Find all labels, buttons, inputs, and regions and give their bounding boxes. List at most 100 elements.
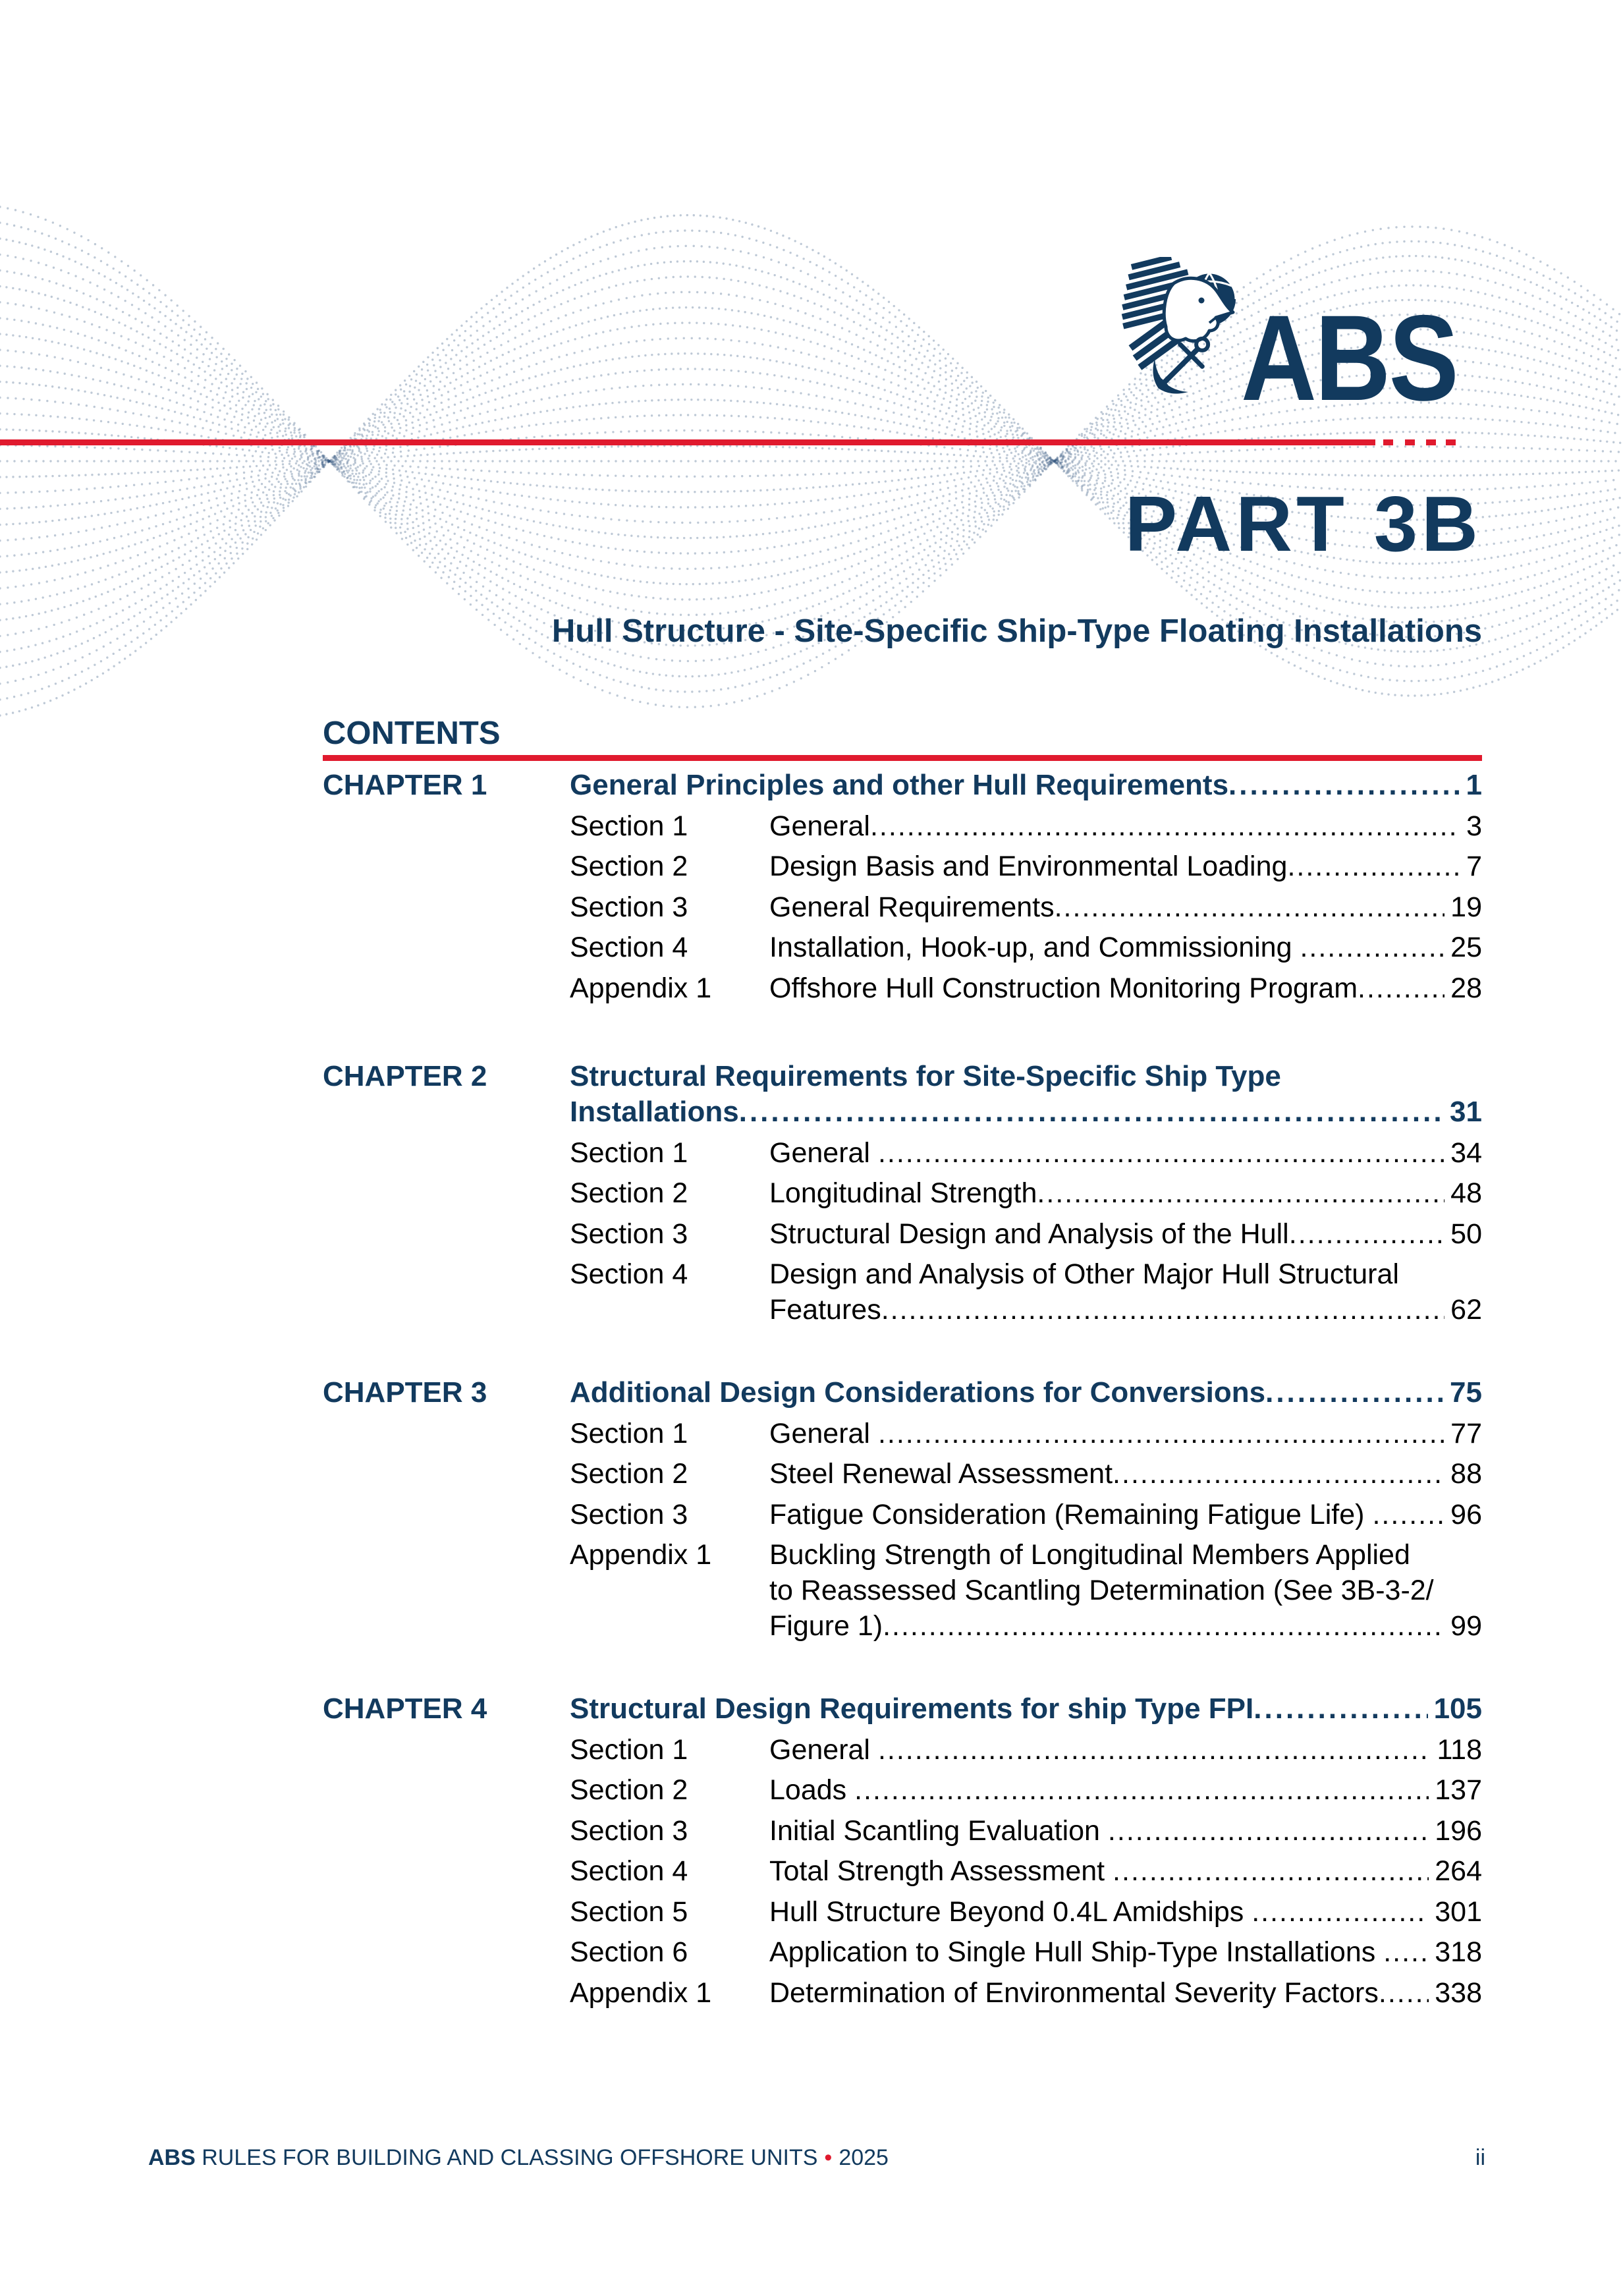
section-label: Section 1 [570, 1136, 688, 1169]
leader-dots: ........................................… [738, 1096, 1444, 1128]
section-title: Structural Design and Analysis of the Hu… [769, 1216, 1482, 1252]
toc-page-number: 137 [1435, 1774, 1482, 1806]
section-title: Loads ..................................… [769, 1772, 1482, 1808]
toc-entry-text: Total Strength Assessment [769, 1855, 1113, 1887]
section-title: Determination of Environmental Severity … [769, 1975, 1482, 2011]
section-label: Appendix 1 [570, 972, 712, 1004]
section-title: Hull Structure Beyond 0.4L Amidships ...… [769, 1894, 1482, 1930]
section-title: General.................................… [769, 808, 1482, 844]
section-label: Section 4 [570, 1258, 688, 1290]
section-title: General ................................… [769, 1135, 1482, 1171]
toc-entry-text: to Reassessed Scantling Determination (S… [769, 1575, 1434, 1606]
toc-entry-text: Loads [769, 1774, 855, 1806]
leader-dots: ........................................… [1288, 1218, 1445, 1250]
toc-entry-text: Fatigue Consideration (Remaining Fatigue… [769, 1498, 1373, 1530]
page-title: Hull Structure - Site-Specific Ship-Type… [551, 613, 1482, 649]
section-title: General ................................… [769, 1732, 1482, 1768]
toc-entry-text: Application to Single Hull Ship-Type Ins… [769, 1936, 1384, 1968]
leader-dots: ........................................… [877, 1733, 1431, 1766]
header-red-dash [1405, 439, 1415, 445]
leader-dots: ........................................… [1358, 972, 1444, 1004]
toc-entry-text: Structural Design and Analysis of the Hu… [769, 1218, 1289, 1250]
leader-dots: ........................................… [877, 1417, 1444, 1449]
section-title: Design Basis and Environmental Loading..… [769, 849, 1482, 884]
section-label: Section 2 [570, 1458, 688, 1490]
abs-wordmark: ABS [1241, 291, 1459, 426]
section-label: Section 4 [570, 932, 688, 963]
toc-entry-text: Design and Analysis of Other Major Hull … [769, 1258, 1399, 1290]
header-red-dash [1446, 439, 1456, 445]
toc-page-number: 264 [1435, 1855, 1482, 1887]
section-label: Appendix 1 [570, 1976, 712, 2009]
section-title: Longitudinal Strength...................… [769, 1175, 1482, 1211]
chapter-label: CHAPTER 2 [323, 1060, 487, 1092]
toc-page-number: 19 [1450, 891, 1482, 923]
section-label: Section 5 [570, 1895, 688, 1928]
leader-dots: ........................................… [1113, 1458, 1444, 1490]
footer-year: 2025 [839, 2145, 889, 2170]
toc-entry-text: General Requirements [769, 891, 1055, 923]
chapter-title: General Principles and other Hull Requir… [570, 768, 1482, 803]
section-title: Buckling Strength of Longitudinal Member… [769, 1537, 1482, 1644]
toc-entry-text: Hull Structure Beyond 0.4L Amidships [769, 1895, 1252, 1928]
toc-page-number: 118 [1437, 1733, 1482, 1766]
section-label: Section 3 [570, 1814, 688, 1847]
toc-page-number: 196 [1435, 1814, 1482, 1847]
toc-page-number: 25 [1450, 932, 1482, 963]
toc-page-number: 75 [1450, 1376, 1482, 1409]
toc-entry-text: Steel Renewal Assessment [769, 1458, 1113, 1490]
leader-dots: ........................................… [1372, 1498, 1444, 1530]
toc-entry-text: General [769, 1733, 878, 1766]
toc-entry-text: General [769, 1417, 878, 1449]
toc-entry-text: General [769, 1136, 878, 1169]
chapter-label: CHAPTER 3 [323, 1376, 487, 1409]
toc-entry-text: Initial Scantling Evaluation [769, 1814, 1108, 1847]
eagle-head [1162, 276, 1235, 343]
toc-page-number: 28 [1450, 972, 1482, 1004]
section-label: Section 1 [570, 810, 688, 842]
toc-page-number: 99 [1450, 1610, 1482, 1642]
section-title: Total Strength Assessment ..............… [769, 1853, 1482, 1889]
leader-dots: ........................................… [1252, 1895, 1429, 1928]
toc-entry-text: Buckling Strength of Longitudinal Member… [769, 1539, 1410, 1571]
leader-dots: ........................................… [1054, 891, 1445, 923]
section-title: Application to Single Hull Ship-Type Ins… [769, 1934, 1482, 1970]
section-label: Section 6 [570, 1936, 688, 1968]
toc-page-number: 31 [1450, 1096, 1482, 1128]
section-label: Section 2 [570, 1177, 688, 1209]
toc-page-number: 34 [1450, 1136, 1482, 1169]
contents-heading: CONTENTS [323, 715, 501, 751]
section-title: Fatigue Consideration (Remaining Fatigue… [769, 1497, 1482, 1532]
leader-dots: ........................................… [1287, 851, 1460, 882]
toc-page-number: 77 [1450, 1417, 1482, 1449]
section-title: Installation, Hook-up, and Commissioning… [769, 930, 1482, 965]
toc-page-number: 1 [1466, 769, 1482, 801]
toc-page-number: 318 [1435, 1936, 1482, 1968]
toc-entry-text: Offshore Hull Construction Monitoring Pr… [769, 972, 1358, 1004]
toc-page-number: 338 [1435, 1976, 1482, 2009]
toc-page-number: 50 [1450, 1218, 1482, 1250]
leader-dots: ........................................… [881, 1294, 1444, 1326]
section-title: Steel Renewal Assessment................… [769, 1456, 1482, 1492]
section-label: Appendix 1 [570, 1539, 712, 1571]
toc-page-number: 301 [1435, 1895, 1482, 1928]
header-red-dash [1426, 439, 1436, 445]
part-label: PART 3B [1124, 480, 1482, 568]
contents-red-rule [323, 755, 1482, 761]
chapter-label: CHAPTER 4 [323, 1693, 487, 1725]
toc-entry-text: Determination of Environmental Severity … [769, 1976, 1379, 2009]
section-label: Section 3 [570, 1218, 688, 1250]
leader-dots: ........................................… [1107, 1814, 1429, 1847]
footer-org: ABS [148, 2145, 196, 2170]
section-title: Offshore Hull Construction Monitoring Pr… [769, 970, 1482, 1006]
chapter-title: Structural Design Requirements for ship … [570, 1691, 1482, 1727]
leader-dots: ........................................… [1037, 1177, 1444, 1209]
toc-entry-text: Structural Requirements for Site-Specifi… [570, 1060, 1281, 1092]
section-label: Section 3 [570, 1498, 688, 1530]
footer-bullet-icon: • [824, 2145, 833, 2170]
section-title: Initial Scantling Evaluation ...........… [769, 1813, 1482, 1849]
section-title: Design and Analysis of Other Major Hull … [769, 1256, 1482, 1328]
toc-entry-text: Features [769, 1294, 881, 1326]
